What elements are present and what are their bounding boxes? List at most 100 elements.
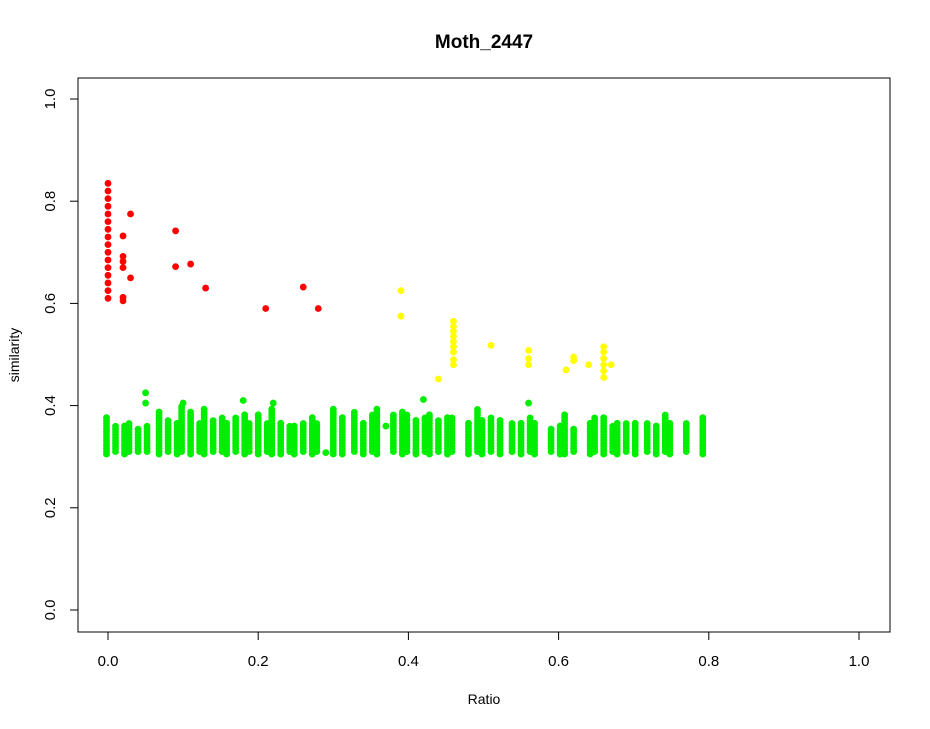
green-point: [209, 417, 217, 425]
red-point: [172, 263, 179, 271]
yellow-point: [525, 347, 532, 354]
yellow-point: [450, 333, 457, 341]
red-point: [104, 256, 112, 264]
green-point: [682, 420, 690, 427]
green-point: [666, 419, 674, 427]
yellow-point: [585, 361, 593, 369]
green-point: [613, 419, 621, 427]
green-point: [241, 411, 249, 419]
red-point: [104, 294, 112, 302]
x-tick-label: 0.2: [248, 653, 269, 670]
red-point: [104, 271, 112, 279]
red-point: [104, 195, 112, 203]
yellow-point: [525, 361, 532, 369]
green-point: [313, 420, 321, 427]
green-point: [290, 422, 298, 430]
green-point: [299, 420, 307, 427]
green-point: [239, 397, 247, 404]
green-point: [591, 414, 599, 422]
red-point: [119, 293, 127, 301]
green-point: [600, 414, 608, 422]
green-point: [526, 414, 534, 422]
green-point: [142, 389, 149, 397]
red-point: [127, 210, 134, 218]
red-point: [104, 287, 112, 295]
red-point: [262, 305, 270, 312]
red-point: [104, 241, 112, 249]
green-point: [643, 420, 651, 427]
red-point: [119, 258, 127, 265]
yellow-point: [600, 374, 608, 381]
y-tick-label: 0.4: [42, 395, 59, 416]
red-point: [104, 248, 112, 256]
red-point: [104, 187, 112, 195]
green-point: [134, 425, 142, 433]
yellow-point: [600, 367, 608, 375]
green-point: [269, 399, 277, 407]
green-point: [143, 422, 151, 430]
y-axis-label: similarity: [6, 328, 22, 382]
yellow-point: [450, 317, 457, 325]
yellow-point: [570, 353, 578, 361]
green-point: [661, 411, 669, 419]
green-point: [448, 414, 456, 422]
y-axis: 0.0 0.2 0.4 0.6 0.8 1.0: [42, 89, 79, 621]
red-point: [119, 264, 127, 272]
x-tick-label: 0.8: [698, 653, 719, 670]
red-point: [104, 225, 112, 233]
y-tick-label: 0.8: [42, 191, 59, 212]
green-point: [508, 420, 516, 427]
green-point: [474, 406, 481, 413]
x-axis-label: Ratio: [468, 691, 501, 707]
green-point: [531, 419, 538, 427]
red-point: [104, 264, 112, 272]
yellow-point: [450, 322, 457, 330]
green-point: [517, 419, 525, 427]
yellow-point: [600, 343, 608, 351]
yellow-point: [450, 343, 457, 351]
red-point: [119, 232, 127, 240]
red-point: [104, 179, 112, 187]
yellow-point: [600, 348, 608, 356]
green-point: [112, 422, 119, 430]
green-point: [164, 417, 172, 425]
green-point: [412, 417, 420, 424]
green-point: [631, 419, 639, 427]
red-point: [187, 260, 195, 268]
green-point: [268, 405, 276, 413]
x-tick-label: 0.6: [548, 653, 569, 670]
green-point: [561, 411, 569, 419]
red-point: [104, 218, 112, 226]
green-point: [350, 408, 358, 416]
green-point: [359, 419, 367, 427]
yellow-point: [607, 361, 615, 369]
green-point: [547, 425, 555, 433]
green-point: [232, 414, 240, 422]
green-point: [277, 419, 285, 427]
green-point: [103, 414, 110, 422]
green-point: [322, 449, 330, 457]
yellow-point: [525, 355, 532, 362]
y-tick-label: 0.6: [42, 293, 59, 314]
yellow-point: [562, 366, 570, 374]
y-tick-label: 0.2: [42, 497, 59, 518]
green-point: [155, 408, 163, 416]
green-point: [218, 414, 226, 422]
x-axis: 0.0 0.2 0.4 0.6 0.8 1.0: [98, 631, 869, 670]
yellow-point: [487, 341, 495, 349]
green-point: [142, 399, 149, 407]
green-point: [308, 414, 316, 422]
green-point: [622, 420, 630, 427]
green-point: [223, 419, 231, 427]
green-point: [187, 408, 195, 416]
green-point: [338, 414, 346, 422]
red-point: [104, 279, 112, 287]
green-point: [426, 411, 433, 419]
green-point: [487, 414, 495, 422]
y-tick-label: 0.0: [42, 600, 59, 621]
red-point: [104, 233, 112, 241]
data-points: [103, 179, 707, 458]
yellow-point: [600, 361, 608, 369]
x-tick-label: 0.4: [398, 653, 419, 670]
green-point: [403, 411, 411, 419]
